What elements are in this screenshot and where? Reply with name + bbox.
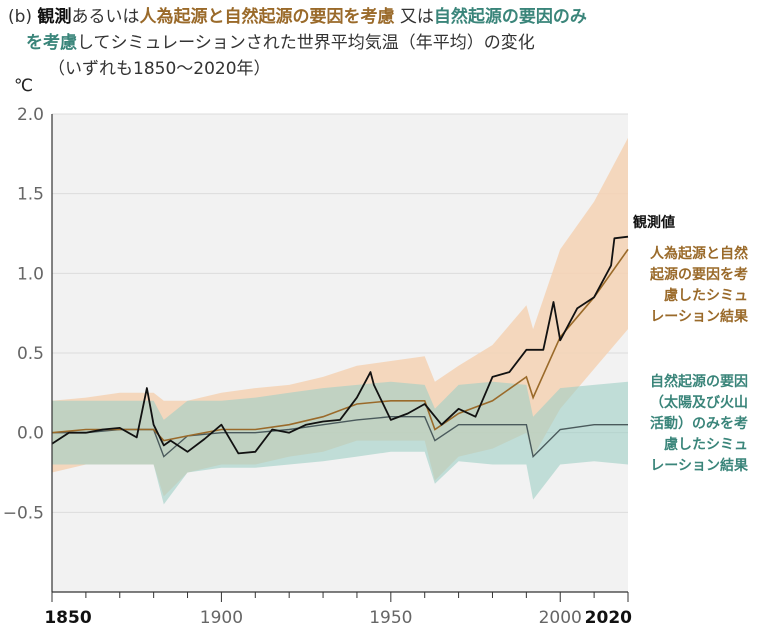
annotation-natural-0: 自然起源の要因 (650, 373, 748, 390)
title-human-natural: 人為起源と自然起源の要因を考慮 (139, 7, 395, 27)
x-tick-label-3: 2000 (539, 608, 582, 628)
uncertainty-bands (52, 137, 628, 505)
annotation-human_natural-2: 慮したシミュ (664, 287, 748, 304)
annotation-natural-2: 活動）のみを考 (650, 415, 748, 432)
x-tick-label-2: 1950 (369, 608, 412, 628)
chart-title: (b) 観測あるいは人為起源と自然起源の要因を考慮 又は自然起源の要因のみ を考… (8, 4, 748, 82)
annotation-human_natural-0: 人為起源と自然 (650, 245, 748, 262)
x-tick-labels: 1850 1900 1950 2000 2020 (44, 608, 632, 628)
annotation-natural-1: （太陽及び火山 (650, 394, 748, 411)
y-tick-label-5: −0.5 (3, 503, 44, 523)
y-tick-labels: 2.0 1.5 1.0 0.5 0.0 −0.5 (3, 105, 44, 523)
title-text-3: してシミュレーションされた世界平均気温（年平均）の変化 (77, 33, 535, 53)
band-natural (52, 381, 628, 505)
x-tick-label-0: 1850 (44, 608, 91, 628)
series-lines (51, 235, 629, 459)
title-line-2: を考慮してシミュレーションされた世界平均気温（年平均）の変化 (8, 30, 748, 56)
annotation-human_natural-1: 起源の要因を考 (649, 266, 748, 283)
axes (51, 114, 629, 602)
y-tick-label-4: 0.0 (17, 424, 44, 444)
line-natural (52, 416, 628, 459)
annotation-natural-3: 慮したシミュ (664, 436, 748, 453)
x-tick-label-1: 1900 (200, 608, 243, 628)
annotation-human_natural-3: レーション結果 (650, 308, 749, 325)
series-annotations: 観測値人為起源と自然起源の要因を考慮したシミュレーション結果自然起源の要因（太陽… (633, 214, 749, 474)
title-line-3: （いずれも1850～2020年） (48, 59, 271, 79)
x-tick-label-4: 2020 (585, 608, 632, 628)
title-text-1: あるいは (71, 7, 140, 27)
title-text-2: 又は (394, 7, 434, 27)
title-natural-only-2: を考慮 (26, 33, 77, 53)
y-tick-label-3: 0.5 (17, 344, 44, 364)
line-observed (51, 235, 629, 455)
y-tick-label-1: 1.5 (17, 185, 44, 205)
y-axis-unit: ℃ (14, 76, 33, 96)
title-prefix: (b) (8, 7, 38, 27)
annotation-natural-4: レーション結果 (650, 457, 749, 474)
title-observed: 観測 (37, 7, 72, 27)
title-line-1: (b) 観測あるいは人為起源と自然起源の要因を考慮 又は自然起源の要因のみ (8, 4, 748, 30)
y-tick-label-0: 2.0 (17, 105, 44, 125)
title-natural-only: 自然起源の要因のみ (433, 7, 587, 27)
annotation-observed-0: 観測値 (633, 214, 675, 231)
y-tick-label-2: 1.0 (17, 264, 44, 284)
